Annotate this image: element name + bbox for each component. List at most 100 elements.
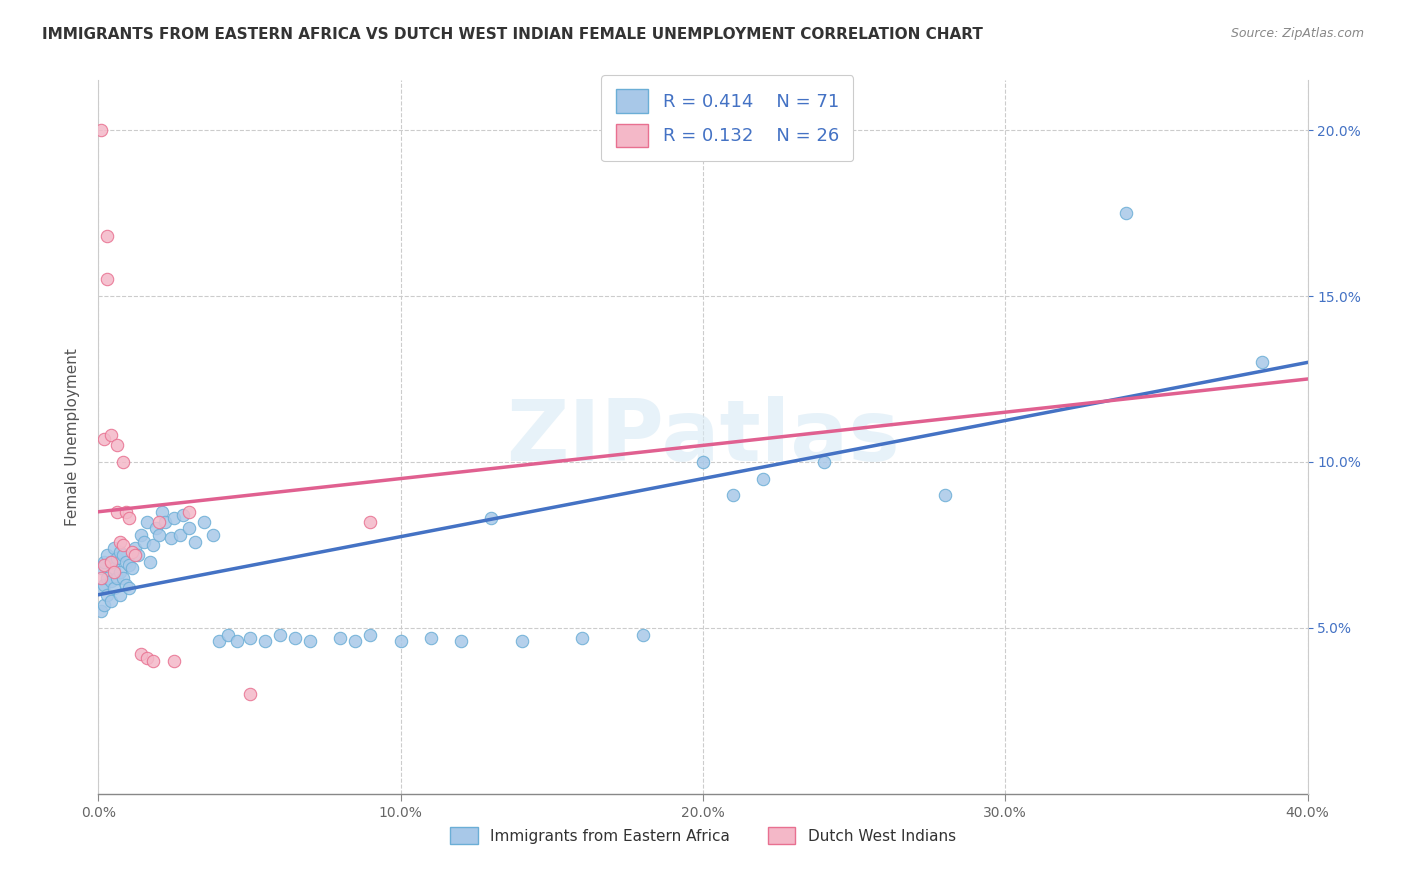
Point bbox=[93, 432, 115, 446]
Point bbox=[253, 634, 276, 648]
Point bbox=[184, 534, 207, 549]
Point bbox=[90, 571, 112, 585]
Point bbox=[100, 555, 122, 569]
Point bbox=[631, 627, 654, 641]
Point bbox=[114, 578, 136, 592]
Point bbox=[100, 594, 122, 608]
Point bbox=[114, 505, 136, 519]
Point bbox=[360, 515, 382, 529]
Point bbox=[114, 555, 136, 569]
Point bbox=[108, 544, 131, 558]
Point bbox=[389, 634, 412, 648]
Point bbox=[284, 631, 307, 645]
Point bbox=[105, 571, 128, 585]
Point bbox=[150, 505, 173, 519]
Point bbox=[217, 627, 239, 641]
Point bbox=[692, 455, 714, 469]
Point bbox=[127, 548, 149, 562]
Point bbox=[93, 578, 115, 592]
Point bbox=[103, 561, 125, 575]
Point bbox=[118, 558, 141, 572]
Point bbox=[135, 650, 157, 665]
Point bbox=[239, 631, 262, 645]
Point bbox=[105, 505, 128, 519]
Point bbox=[179, 505, 201, 519]
Point bbox=[142, 538, 165, 552]
Point bbox=[96, 588, 118, 602]
Point bbox=[813, 455, 835, 469]
Point bbox=[420, 631, 443, 645]
Point bbox=[329, 631, 352, 645]
Point bbox=[148, 528, 170, 542]
Point bbox=[344, 634, 367, 648]
Point bbox=[96, 571, 118, 585]
Point bbox=[100, 428, 122, 442]
Point bbox=[723, 488, 745, 502]
Point bbox=[450, 634, 472, 648]
Point bbox=[163, 511, 186, 525]
Point bbox=[111, 548, 134, 562]
Point bbox=[239, 687, 262, 701]
Point bbox=[105, 438, 128, 452]
Point bbox=[108, 588, 131, 602]
Point bbox=[752, 472, 775, 486]
Point bbox=[299, 634, 322, 648]
Legend: Immigrants from Eastern Africa, Dutch West Indians: Immigrants from Eastern Africa, Dutch We… bbox=[444, 821, 962, 850]
Point bbox=[96, 272, 118, 286]
Point bbox=[208, 634, 231, 648]
Point bbox=[226, 634, 249, 648]
Point bbox=[90, 123, 112, 137]
Point bbox=[103, 581, 125, 595]
Point bbox=[571, 631, 593, 645]
Point bbox=[108, 565, 131, 579]
Point bbox=[108, 534, 131, 549]
Point bbox=[510, 634, 533, 648]
Text: IMMIGRANTS FROM EASTERN AFRICA VS DUTCH WEST INDIAN FEMALE UNEMPLOYMENT CORRELAT: IMMIGRANTS FROM EASTERN AFRICA VS DUTCH … bbox=[42, 27, 983, 42]
Text: ZIPatlas: ZIPatlas bbox=[506, 395, 900, 479]
Point bbox=[90, 561, 112, 575]
Point bbox=[142, 654, 165, 668]
Point bbox=[153, 515, 176, 529]
Point bbox=[96, 548, 118, 562]
Point bbox=[169, 528, 191, 542]
Point bbox=[103, 565, 125, 579]
Point bbox=[135, 515, 157, 529]
Point bbox=[202, 528, 225, 542]
Point bbox=[93, 555, 115, 569]
Point bbox=[193, 515, 215, 529]
Point bbox=[360, 627, 382, 641]
Point bbox=[179, 521, 201, 535]
Point bbox=[93, 598, 115, 612]
Point bbox=[100, 574, 122, 589]
Point bbox=[934, 488, 956, 502]
Point bbox=[121, 561, 143, 575]
Point bbox=[118, 581, 141, 595]
Point bbox=[145, 521, 167, 535]
Point bbox=[160, 531, 183, 545]
Text: Source: ZipAtlas.com: Source: ZipAtlas.com bbox=[1230, 27, 1364, 40]
Point bbox=[105, 551, 128, 566]
Point bbox=[124, 541, 146, 556]
Point bbox=[111, 538, 134, 552]
Point bbox=[129, 528, 152, 542]
Point bbox=[111, 455, 134, 469]
Point bbox=[118, 511, 141, 525]
Point bbox=[132, 534, 155, 549]
Point bbox=[163, 654, 186, 668]
Point bbox=[269, 627, 291, 641]
Point bbox=[129, 648, 152, 662]
Point bbox=[172, 508, 194, 522]
Point bbox=[124, 548, 146, 562]
Point bbox=[1115, 206, 1137, 220]
Point bbox=[481, 511, 503, 525]
Point bbox=[111, 571, 134, 585]
Point bbox=[148, 515, 170, 529]
Point bbox=[121, 544, 143, 558]
Point bbox=[93, 558, 115, 572]
Point bbox=[90, 581, 112, 595]
Point bbox=[96, 229, 118, 244]
Point bbox=[103, 541, 125, 556]
Point bbox=[90, 604, 112, 618]
Point bbox=[100, 555, 122, 569]
Point bbox=[1251, 355, 1274, 369]
